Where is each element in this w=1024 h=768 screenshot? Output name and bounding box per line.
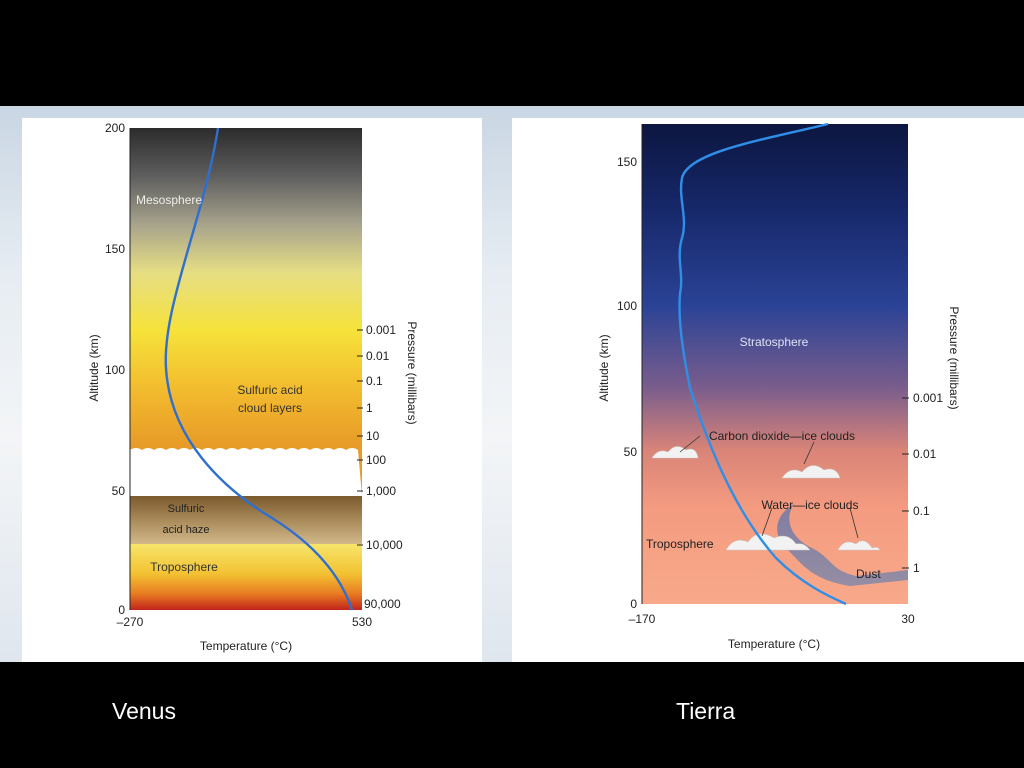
venus-pressure-tick: 1,000: [366, 484, 396, 498]
venus-diagram: 200 150 100 50 0 Altitude (km) –270 530 …: [87, 121, 419, 653]
venus-pressure-label: Pressure (millibars): [405, 321, 419, 424]
earth-caption: Tierra: [676, 698, 736, 724]
earth-troposphere-label: Troposphere: [646, 537, 714, 551]
earth-altitude-label: Altitude (km): [597, 334, 611, 401]
venus-pressure-tick: 0.001: [366, 323, 396, 337]
venus-cloud-label-line2: cloud layers: [238, 401, 302, 415]
venus-haze-label-line1: Sulfuric: [168, 503, 205, 515]
venus-pressure-tick: 10,000: [366, 538, 403, 552]
earth-water-cloud-right: [837, 540, 881, 551]
earth-co2-cloud-right: [781, 465, 841, 479]
earth-altitude-tick: 150: [617, 155, 637, 169]
venus-temperature-label: Temperature (°C): [200, 639, 292, 653]
earth-water-clouds-label: Water—ice clouds: [762, 498, 859, 512]
earth-temp-min: –170: [629, 612, 656, 626]
venus-altitude-tick: 0: [118, 603, 125, 617]
earth-water-cloud-left: [725, 533, 811, 551]
earth-altitude-tick: 100: [617, 299, 637, 313]
venus-altitude-label: Altitude (km): [87, 334, 101, 401]
earth-pressure-tick: 0.1: [913, 504, 930, 518]
venus-pressure-tick: 0.1: [366, 374, 383, 388]
venus-altitude-tick: 150: [105, 242, 125, 256]
venus-troposphere-layer: [130, 544, 362, 610]
venus-temp-min: –270: [117, 615, 144, 629]
venus-pressure-tick: 90,000: [364, 597, 401, 611]
venus-cloud-label-line1: Sulfuric acid: [237, 383, 302, 397]
venus-pressure-tick: 100: [366, 453, 386, 467]
earth-diagram: 150 100 50 0 Altitude (km) –170 30 Tempe…: [597, 122, 961, 651]
earth-stratosphere-label: Stratosphere: [740, 335, 809, 349]
earth-pressure-tick: 1: [913, 561, 920, 575]
earth-temp-max: 30: [901, 612, 915, 626]
earth-co2-cloud-left: [651, 446, 699, 459]
venus-altitude-tick: 100: [105, 363, 125, 377]
venus-pressure-tick: 10: [366, 429, 380, 443]
venus-mesosphere-label: Mesosphere: [136, 193, 202, 207]
earth-panel: 150 100 50 0 Altitude (km) –170 30 Tempe…: [512, 118, 1024, 662]
earth-co2-clouds-label: Carbon dioxide—ice clouds: [709, 429, 855, 443]
venus-haze-layer: [130, 496, 362, 544]
venus-altitude-tick: 50: [112, 484, 126, 498]
earth-pressure-tick: 0.001: [913, 391, 943, 405]
earth-dust-label: Dust: [856, 567, 881, 581]
venus-altitude-tick: 200: [105, 121, 125, 135]
venus-panel: 200 150 100 50 0 Altitude (km) –270 530 …: [22, 118, 482, 662]
earth-temperature-profile: [678, 122, 847, 606]
earth-dust-plume: [777, 504, 908, 586]
venus-troposphere-label: Troposphere: [150, 560, 218, 574]
earth-pressure-tick: 0.01: [913, 447, 937, 461]
venus-pressure-tick: 0.01: [366, 349, 390, 363]
earth-temperature-label: Temperature (°C): [728, 637, 820, 651]
venus-haze-label-line2: acid haze: [162, 524, 209, 536]
venus-temp-max: 530: [352, 615, 372, 629]
venus-caption: Venus: [112, 698, 176, 724]
venus-pressure-tick: 1: [366, 401, 373, 415]
earth-altitude-tick: 50: [624, 445, 638, 459]
venus-temperature-profile: [164, 127, 354, 611]
venus-cloud-band: [130, 448, 362, 496]
earth-pressure-label: Pressure (millibars): [947, 306, 961, 409]
earth-altitude-tick: 0: [630, 597, 637, 611]
